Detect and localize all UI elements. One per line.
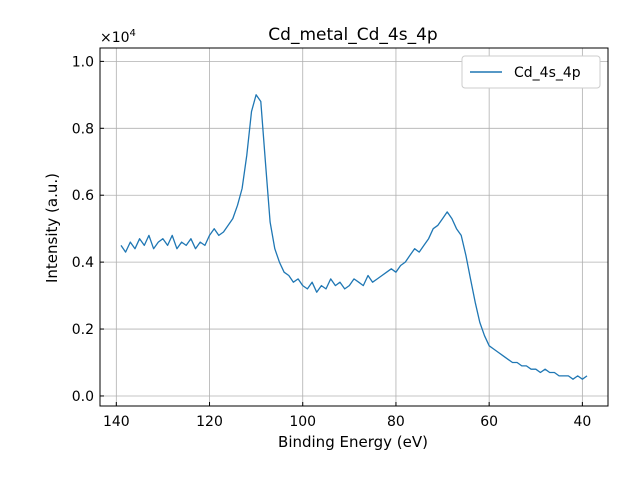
- x-axis-label: Binding Energy (eV): [278, 433, 428, 451]
- series-layer: [120, 94, 588, 380]
- grid-lines: [100, 48, 608, 406]
- y-axis-label: Intensity (a.u.): [43, 173, 61, 283]
- y-axis-ticks: 0.0 0.2 0.4 0.6 0.8 1.0: [72, 54, 104, 405]
- x-tick-label: 120: [196, 414, 223, 430]
- x-tick-label: 40: [573, 414, 591, 430]
- legend-label: Cd_4s_4p: [514, 65, 581, 81]
- series-line-cd-4s-4p: [120, 94, 588, 380]
- y-tick-label: 1.0: [72, 54, 94, 70]
- x-axis-ticks: 140 120 100 80 60 40: [103, 402, 591, 430]
- y-scale-factor: ×104: [100, 28, 136, 46]
- x-tick-label: 140: [103, 414, 130, 430]
- y-tick-label: 0.4: [72, 255, 94, 271]
- plot-frame: [99, 47, 609, 407]
- y-tick-label: 0.0: [72, 389, 94, 405]
- chart-title: Cd_metal_Cd_4s_4p: [268, 25, 437, 45]
- legend-box: [461, 55, 601, 89]
- y-tick-label: 0.2: [72, 322, 94, 338]
- y-tick-label: 0.8: [72, 121, 94, 137]
- y-tick-label: 0.6: [72, 188, 94, 204]
- x-tick-label: 100: [289, 414, 316, 430]
- x-tick-label: 60: [480, 414, 498, 430]
- legend: Cd_4s_4p: [461, 55, 601, 89]
- x-tick-label: 80: [387, 414, 405, 430]
